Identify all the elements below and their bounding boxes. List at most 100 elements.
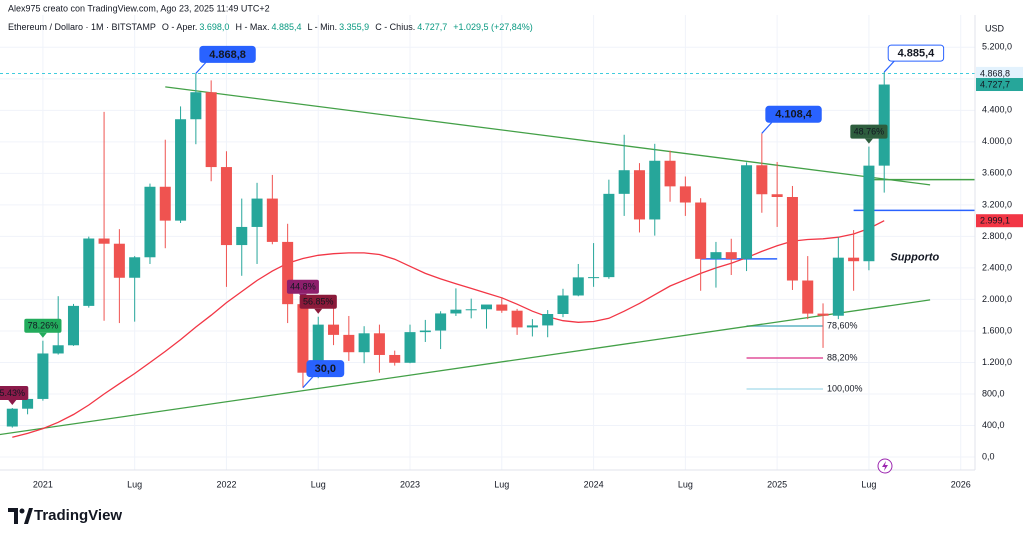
candle-body bbox=[266, 198, 278, 242]
candle-body bbox=[67, 305, 79, 346]
candle-body bbox=[22, 398, 34, 409]
candle-body bbox=[328, 324, 340, 335]
y-tick-label: 0,0 bbox=[982, 451, 995, 461]
legend-value: 3.698,0 bbox=[199, 22, 229, 32]
candle-body bbox=[6, 408, 18, 427]
candle-body bbox=[542, 314, 554, 326]
y-tick-label: 3.600,0 bbox=[982, 168, 1012, 178]
axes: 0,0 400,0 800,0 1.200,0 1.600,0 2.000,0 2.400,… bbox=[33, 42, 1023, 489]
candle-body bbox=[786, 197, 798, 281]
badge-pointer bbox=[864, 138, 873, 144]
legend-value: 4.885,4 bbox=[271, 22, 301, 32]
brand: TradingView bbox=[34, 507, 122, 524]
legend-key: O - Aper. bbox=[162, 22, 198, 32]
callout-label: 4.885,4 bbox=[898, 47, 936, 59]
candle-body bbox=[83, 238, 95, 306]
callout bbox=[306, 360, 345, 378]
badge-label: 56.85% bbox=[303, 297, 334, 307]
candle-body bbox=[312, 324, 324, 373]
legend-key: C - Chius. bbox=[375, 22, 415, 32]
candle-body bbox=[52, 345, 64, 354]
legend-key: L - Min. bbox=[307, 22, 337, 32]
candle-body bbox=[435, 313, 447, 331]
candle-body bbox=[113, 243, 125, 278]
callout bbox=[765, 105, 822, 123]
x-tick-label: 2026 bbox=[951, 479, 971, 489]
grid bbox=[0, 15, 975, 470]
callout-label: 30,0 bbox=[315, 363, 336, 375]
axis-tag bbox=[976, 78, 1023, 92]
candle-body bbox=[343, 334, 355, 353]
candle-body bbox=[450, 309, 462, 314]
axis-tag bbox=[976, 66, 1023, 80]
x-tick-label: Lug bbox=[861, 479, 876, 489]
y-axis-label: USD bbox=[985, 23, 1005, 33]
candle-body bbox=[282, 241, 294, 305]
candle-body bbox=[220, 167, 232, 246]
legend-key: H - Max. bbox=[235, 22, 269, 32]
callout-pointer bbox=[195, 61, 207, 74]
candle-body bbox=[572, 277, 584, 296]
badge-label: 44.8% bbox=[290, 282, 316, 292]
badge bbox=[0, 385, 29, 400]
callout-pointer bbox=[883, 60, 895, 73]
callout-pointer bbox=[302, 376, 314, 389]
callout-label: 4.868,8 bbox=[209, 49, 246, 61]
plot: 78,60% 88,20% 100,00% Supporto 5.43% 78.26% 44… bbox=[0, 44, 975, 438]
candle-body bbox=[848, 257, 860, 262]
axis-tag-label: 4.868,8 bbox=[980, 68, 1010, 78]
candle-body bbox=[98, 238, 110, 244]
candle-body bbox=[480, 304, 493, 310]
axis-tag bbox=[976, 214, 1023, 228]
candle-body bbox=[526, 325, 538, 328]
y-tick-label: 4.000,0 bbox=[982, 136, 1012, 146]
badge bbox=[299, 294, 337, 309]
callout-pointer bbox=[761, 121, 773, 134]
candle-body bbox=[37, 353, 49, 399]
alert-icon bbox=[877, 458, 893, 474]
badge-label: 5.43% bbox=[0, 388, 25, 398]
level-label: 78,60% bbox=[827, 320, 858, 330]
candle-body bbox=[588, 277, 600, 279]
candle-body bbox=[863, 165, 875, 262]
y-tick-label: 1.200,0 bbox=[982, 357, 1012, 367]
badge bbox=[850, 124, 888, 139]
candle-body bbox=[389, 354, 401, 363]
y-tick-label: 2.800,0 bbox=[982, 231, 1012, 241]
y-tick-label: 3.200,0 bbox=[982, 199, 1012, 209]
candle-body bbox=[373, 333, 385, 355]
trendline bbox=[0, 299, 931, 436]
candle-body bbox=[664, 160, 676, 187]
legend-value: +1.029,5 (+27,84%) bbox=[453, 22, 533, 32]
y-tick-label: 2.000,0 bbox=[982, 294, 1012, 304]
legend-value: 3.355,9 bbox=[339, 22, 369, 32]
x-tick-label: Lug bbox=[494, 479, 509, 489]
candle-body bbox=[771, 194, 783, 197]
candle-body bbox=[144, 186, 156, 258]
badge bbox=[24, 318, 62, 333]
credit: Alex975 creato con TradingView.com, Ago … bbox=[8, 3, 270, 13]
candle-body bbox=[251, 198, 263, 227]
trendline bbox=[165, 86, 931, 186]
level-label: 100,00% bbox=[827, 383, 863, 393]
y-tick-label: 2.400,0 bbox=[982, 262, 1012, 272]
badge-pointer bbox=[8, 399, 17, 405]
candle-body bbox=[190, 92, 202, 120]
x-tick-label: 2025 bbox=[767, 479, 787, 489]
candle-body bbox=[419, 330, 431, 333]
badge-label: 48.76% bbox=[854, 126, 885, 136]
x-tick-label: 2023 bbox=[400, 479, 420, 489]
candle-body bbox=[358, 333, 370, 353]
y-tick-label: 4.400,0 bbox=[982, 105, 1012, 115]
candle-body bbox=[710, 252, 722, 259]
moving-average bbox=[12, 220, 885, 438]
candle-body bbox=[129, 257, 141, 278]
candle-body bbox=[511, 310, 523, 328]
candle-body bbox=[496, 304, 508, 311]
x-tick-label: 2024 bbox=[584, 479, 604, 489]
badge-pointer bbox=[38, 332, 47, 338]
badge bbox=[286, 279, 319, 294]
callout bbox=[199, 45, 256, 63]
